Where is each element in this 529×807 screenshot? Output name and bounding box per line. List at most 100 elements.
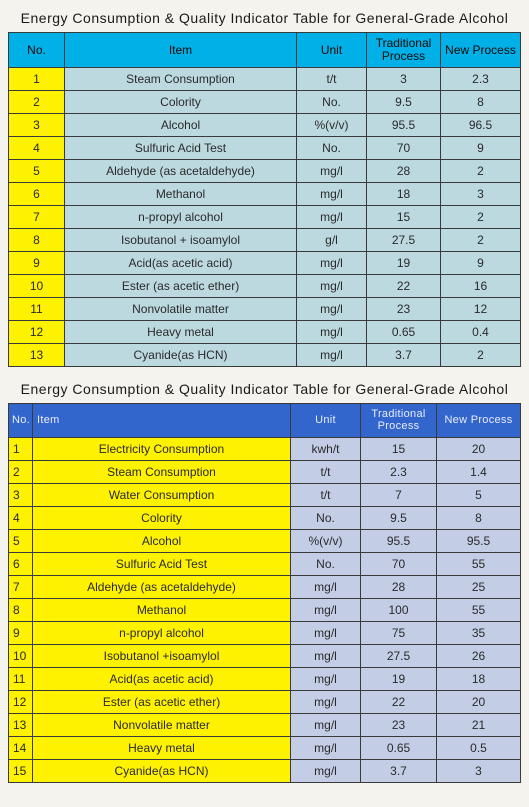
cell-no: 11: [9, 667, 33, 690]
cell-newp: 3: [437, 759, 521, 782]
table-row: 13Cyanide(as HCN)mg/l3.72: [9, 344, 521, 367]
cell-newp: 26: [437, 644, 521, 667]
cell-item: Sulfuric Acid Test: [33, 552, 291, 575]
cell-no: 3: [9, 483, 33, 506]
cell-unit: mg/l: [297, 275, 367, 298]
th-trad: Traditional Process: [367, 33, 441, 68]
cell-unit: mg/l: [297, 160, 367, 183]
table-row: 6Methanolmg/l183: [9, 183, 521, 206]
cell-trad: 18: [367, 183, 441, 206]
cell-trad: 3: [367, 68, 441, 91]
cell-unit: mg/l: [291, 736, 361, 759]
cell-no: 12: [9, 690, 33, 713]
cell-no: 5: [9, 160, 65, 183]
cell-trad: 100: [361, 598, 437, 621]
cell-no: 7: [9, 206, 65, 229]
cell-no: 11: [9, 298, 65, 321]
cell-item: Ester (as acetic ether): [33, 690, 291, 713]
cell-trad: 19: [361, 667, 437, 690]
cell-trad: 75: [361, 621, 437, 644]
cell-no: 10: [9, 644, 33, 667]
table-row: 7Aldehyde (as acetaldehyde)mg/l2825: [9, 575, 521, 598]
cell-item: Aldehyde (as acetaldehyde): [65, 160, 297, 183]
cell-unit: mg/l: [291, 598, 361, 621]
cell-item: Methanol: [65, 183, 297, 206]
cell-unit: mg/l: [291, 575, 361, 598]
cell-newp: 0.5: [437, 736, 521, 759]
cell-trad: 9.5: [361, 506, 437, 529]
cell-item: Colority: [65, 91, 297, 114]
cell-newp: 8: [437, 506, 521, 529]
table-row: 11Acid(as acetic acid)mg/l1918: [9, 667, 521, 690]
cell-no: 14: [9, 736, 33, 759]
cell-newp: 2: [441, 229, 521, 252]
th-trad: Traditional Process: [361, 404, 437, 437]
cell-trad: 19: [367, 252, 441, 275]
cell-no: 15: [9, 759, 33, 782]
cell-unit: g/l: [297, 229, 367, 252]
cell-item: Ester (as acetic ether): [65, 275, 297, 298]
table-row: 15Cyanide(as HCN)mg/l3.73: [9, 759, 521, 782]
cell-item: Heavy metal: [65, 321, 297, 344]
cell-trad: 70: [361, 552, 437, 575]
cell-newp: 1.4: [437, 460, 521, 483]
cell-newp: 9: [441, 252, 521, 275]
table-row: 9n-propyl alcoholmg/l7535: [9, 621, 521, 644]
cell-no: 6: [9, 183, 65, 206]
cell-unit: mg/l: [291, 644, 361, 667]
cell-newp: 95.5: [437, 529, 521, 552]
table-row: 3Alcohol%(v/v)95.596.5: [9, 114, 521, 137]
cell-trad: 23: [367, 298, 441, 321]
cell-trad: 27.5: [367, 229, 441, 252]
th-no: No.: [9, 404, 33, 437]
table-1: No. Item Unit Traditional Process New Pr…: [8, 32, 521, 367]
cell-unit: mg/l: [297, 252, 367, 275]
table-row: 5Aldehyde (as acetaldehyde)mg/l282: [9, 160, 521, 183]
cell-item: n-propyl alcohol: [65, 206, 297, 229]
cell-no: 1: [9, 68, 65, 91]
table-row: 10Ester (as acetic ether)mg/l2216: [9, 275, 521, 298]
cell-item: Acid(as acetic acid): [65, 252, 297, 275]
th-no: No.: [9, 33, 65, 68]
cell-trad: 28: [367, 160, 441, 183]
table-row: 12Heavy metalmg/l0.650.4: [9, 321, 521, 344]
table-2: No. Item Unit Traditional Process New Pr…: [8, 403, 521, 782]
cell-no: 6: [9, 552, 33, 575]
cell-no: 9: [9, 252, 65, 275]
cell-unit: %(v/v): [297, 114, 367, 137]
cell-unit: mg/l: [291, 713, 361, 736]
cell-unit: No.: [291, 506, 361, 529]
cell-item: Isobutanol + isoamylol: [65, 229, 297, 252]
cell-no: 2: [9, 460, 33, 483]
table-row: 5Alcohol%(v/v)95.595.5: [9, 529, 521, 552]
cell-item: Heavy metal: [33, 736, 291, 759]
table-2-block: Energy Consumption & Quality Indicator T…: [8, 381, 521, 782]
cell-newp: 55: [437, 552, 521, 575]
cell-item: Cyanide(as HCN): [65, 344, 297, 367]
table-1-header: No. Item Unit Traditional Process New Pr…: [9, 33, 521, 68]
table-row: 8Isobutanol + isoamylolg/l27.52: [9, 229, 521, 252]
cell-item: Water Consumption: [33, 483, 291, 506]
table-row: 12Ester (as acetic ether)mg/l2220: [9, 690, 521, 713]
cell-no: 3: [9, 114, 65, 137]
table-row: 14Heavy metalmg/l0.650.5: [9, 736, 521, 759]
th-unit: Unit: [297, 33, 367, 68]
cell-trad: 23: [361, 713, 437, 736]
table-row: 13Nonvolatile mattermg/l2321: [9, 713, 521, 736]
table-row: 9Acid(as acetic acid)mg/l199: [9, 252, 521, 275]
th-item: Item: [33, 404, 291, 437]
cell-item: Nonvolatile matter: [33, 713, 291, 736]
cell-trad: 3.7: [367, 344, 441, 367]
cell-item: Alcohol: [65, 114, 297, 137]
cell-item: Nonvolatile matter: [65, 298, 297, 321]
table-1-title: Energy Consumption & Quality Indicator T…: [8, 10, 521, 26]
cell-no: 5: [9, 529, 33, 552]
cell-trad: 95.5: [367, 114, 441, 137]
cell-unit: No.: [297, 91, 367, 114]
th-newp: New Process: [437, 404, 521, 437]
cell-item: Sulfuric Acid Test: [65, 137, 297, 160]
cell-unit: kwh/t: [291, 437, 361, 460]
cell-newp: 20: [437, 437, 521, 460]
cell-newp: 0.4: [441, 321, 521, 344]
table-2-title: Energy Consumption & Quality Indicator T…: [8, 381, 521, 397]
